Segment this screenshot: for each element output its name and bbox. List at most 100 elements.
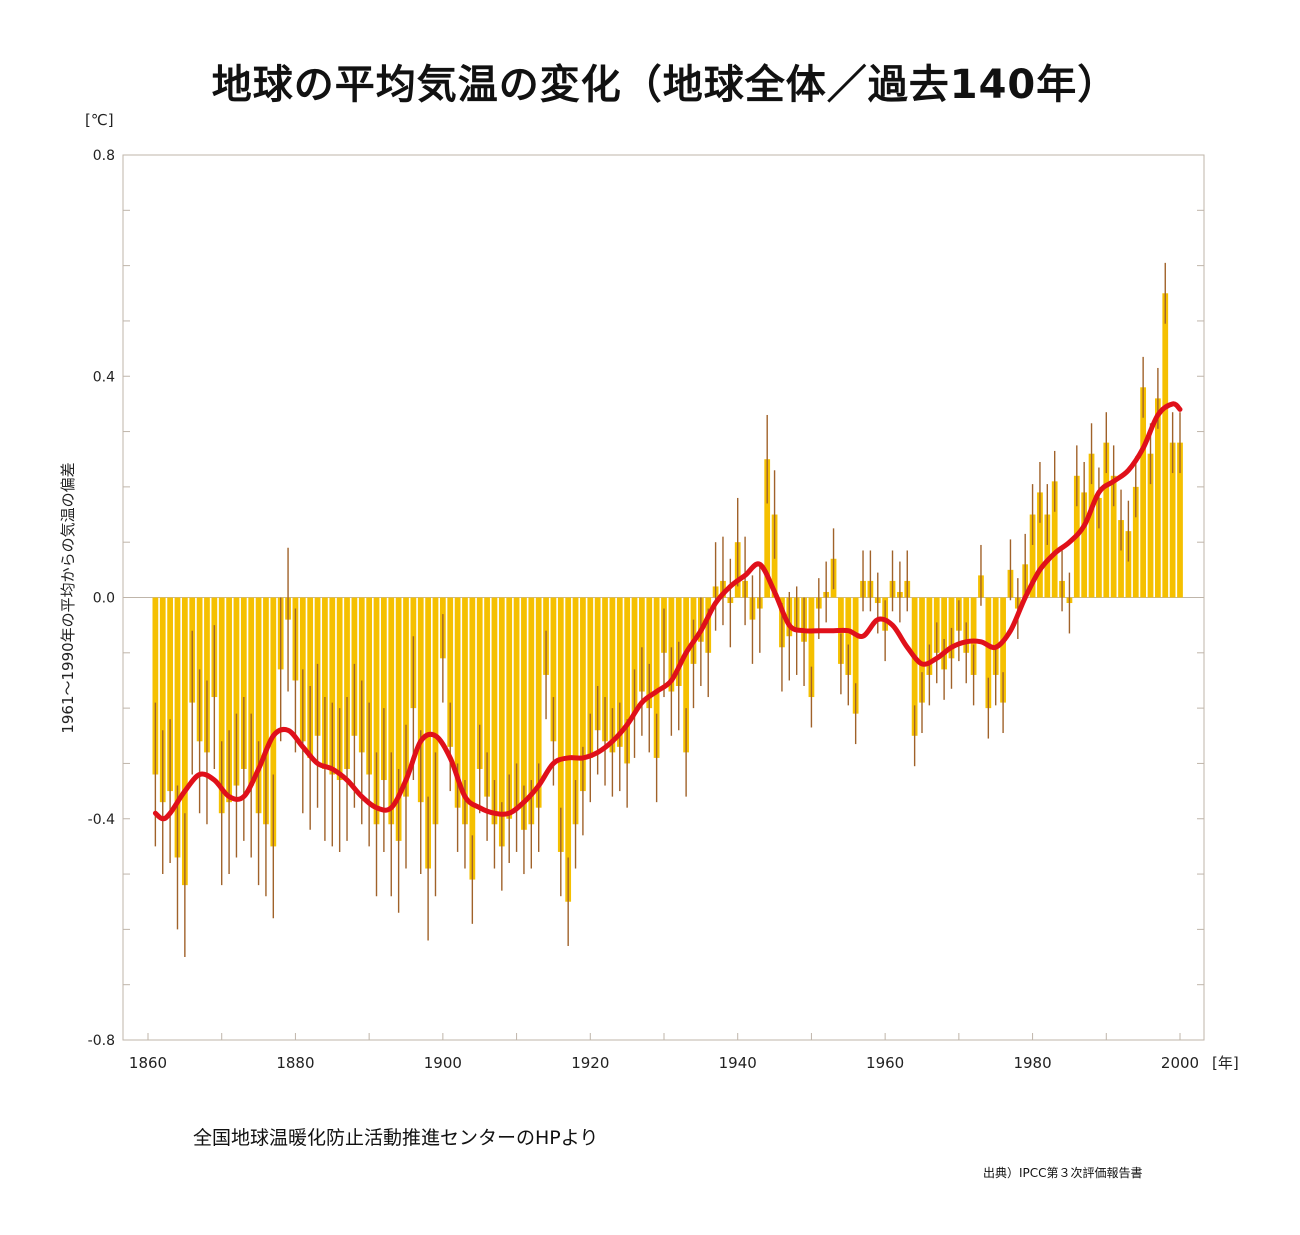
- bar-1964: [911, 597, 918, 736]
- y-tick-label: 0.8: [93, 148, 115, 164]
- bar-1989: [1096, 497, 1102, 598]
- bar-1944: [764, 459, 771, 598]
- bar-1864: [174, 597, 181, 858]
- bar-1956: [852, 597, 859, 714]
- bar-1924: [616, 597, 623, 747]
- bar-1968: [941, 597, 947, 670]
- bar-1903: [462, 597, 468, 825]
- axis-labels: 0.8 0.4 0.0 -0.4 -0.8 1860 1880 1900 1920 1940 196…: [59, 111, 1239, 1072]
- bar-1877: [270, 597, 277, 847]
- chart-title: 地球の平均気温の変化（地球全体／過去140年）: [211, 62, 1119, 108]
- bar-1861: [152, 597, 159, 775]
- bar-1950: [808, 597, 815, 698]
- bar-1980: [1029, 514, 1036, 598]
- x-tick-label: 1900: [424, 1054, 462, 1072]
- bar-1927: [639, 597, 645, 692]
- bar-1870: [218, 597, 225, 814]
- bar-1886: [336, 597, 343, 781]
- bar-1902: [454, 597, 461, 808]
- bar-1994: [1132, 486, 1139, 598]
- bar-1881: [299, 597, 306, 742]
- bar-1894: [395, 597, 402, 841]
- bar-1871: [226, 597, 232, 803]
- bar-1907: [491, 597, 498, 825]
- bar-1885: [329, 597, 336, 775]
- bar-1995: [1140, 387, 1147, 598]
- smoothed-line: [152, 401, 1183, 822]
- bar-1901: [447, 597, 454, 747]
- y-tick-label: -0.8: [88, 1033, 115, 1049]
- bar-1929: [653, 597, 660, 758]
- smoothed-line-group: [152, 401, 1183, 822]
- x-tick-label: 1860: [129, 1054, 167, 1072]
- bar-1955: [845, 597, 852, 675]
- bar-1931: [668, 597, 675, 692]
- bar-1919: [580, 597, 586, 792]
- bar-1923: [609, 597, 616, 753]
- x-unit-label: [年]: [1212, 1054, 1239, 1072]
- source-note: 出典）IPCC第３次評価報告書: [983, 1166, 1143, 1180]
- bar-1908: [498, 597, 505, 847]
- bar-1867: [196, 597, 203, 742]
- bar-1884: [322, 597, 328, 769]
- x-tick-label: 1920: [571, 1054, 609, 1072]
- bar-1897: [417, 597, 424, 803]
- bar-1882: [307, 597, 314, 758]
- bar-1916: [557, 597, 564, 852]
- x-tick-label: 2000: [1161, 1054, 1199, 1072]
- bar-1990: [1103, 442, 1110, 598]
- bar-1895: [403, 597, 409, 797]
- bar-1999: [1169, 442, 1176, 598]
- bar-1996: [1147, 453, 1154, 598]
- bar-1892: [381, 597, 387, 781]
- bar-1917: [565, 597, 572, 902]
- bar-1899: [432, 597, 439, 825]
- bar-1913: [535, 597, 542, 808]
- bar-1910: [513, 597, 520, 808]
- y-unit-label: [℃]: [85, 111, 114, 129]
- bar-1982: [1044, 514, 1051, 598]
- x-tick-label: 1960: [866, 1054, 904, 1072]
- y-tick-label: 0.4: [93, 369, 115, 385]
- bar-1893: [388, 597, 395, 825]
- caption: 全国地球温暖化防止活動推進センターのHPより: [193, 1127, 599, 1149]
- bar-1868: [204, 597, 210, 753]
- bar-1873: [240, 597, 247, 769]
- bar-1906: [484, 597, 490, 797]
- bar-1890: [366, 597, 373, 775]
- x-tick-label: 1940: [719, 1054, 757, 1072]
- bar-1904: [469, 597, 476, 880]
- bar-1974: [985, 597, 992, 709]
- bar-1872: [233, 597, 240, 786]
- bar-1992: [1118, 520, 1124, 598]
- bar-1965: [919, 597, 925, 703]
- bar-1874: [248, 597, 255, 786]
- bar-1909: [506, 597, 513, 819]
- bar-1887: [344, 597, 350, 769]
- y-tick-label: -0.4: [88, 812, 115, 828]
- bar-1863: [167, 597, 173, 792]
- bar-1983: [1051, 481, 1058, 598]
- bar-1862: [159, 597, 166, 803]
- bar-1987: [1081, 492, 1088, 598]
- bar-1891: [373, 597, 380, 825]
- x-tick-label: 1980: [1013, 1054, 1051, 1072]
- bar-1875: [255, 597, 262, 814]
- bar-1972: [970, 597, 977, 675]
- bar-1915: [550, 597, 557, 742]
- bar-1991: [1110, 475, 1117, 598]
- bar-1933: [683, 597, 689, 753]
- bar-1911: [521, 597, 527, 830]
- bar-1926: [631, 597, 638, 714]
- bar-1975: [992, 597, 999, 675]
- bar-1998: [1162, 293, 1169, 598]
- errorbars-group: [154, 262, 1181, 958]
- bar-1876: [263, 597, 269, 825]
- bar-1905: [476, 597, 483, 769]
- bar-1918: [572, 597, 579, 825]
- bar-1865: [181, 597, 188, 886]
- bar-1912: [528, 597, 535, 825]
- bar-1993: [1125, 531, 1132, 598]
- axis-ticks: [123, 154, 1204, 1041]
